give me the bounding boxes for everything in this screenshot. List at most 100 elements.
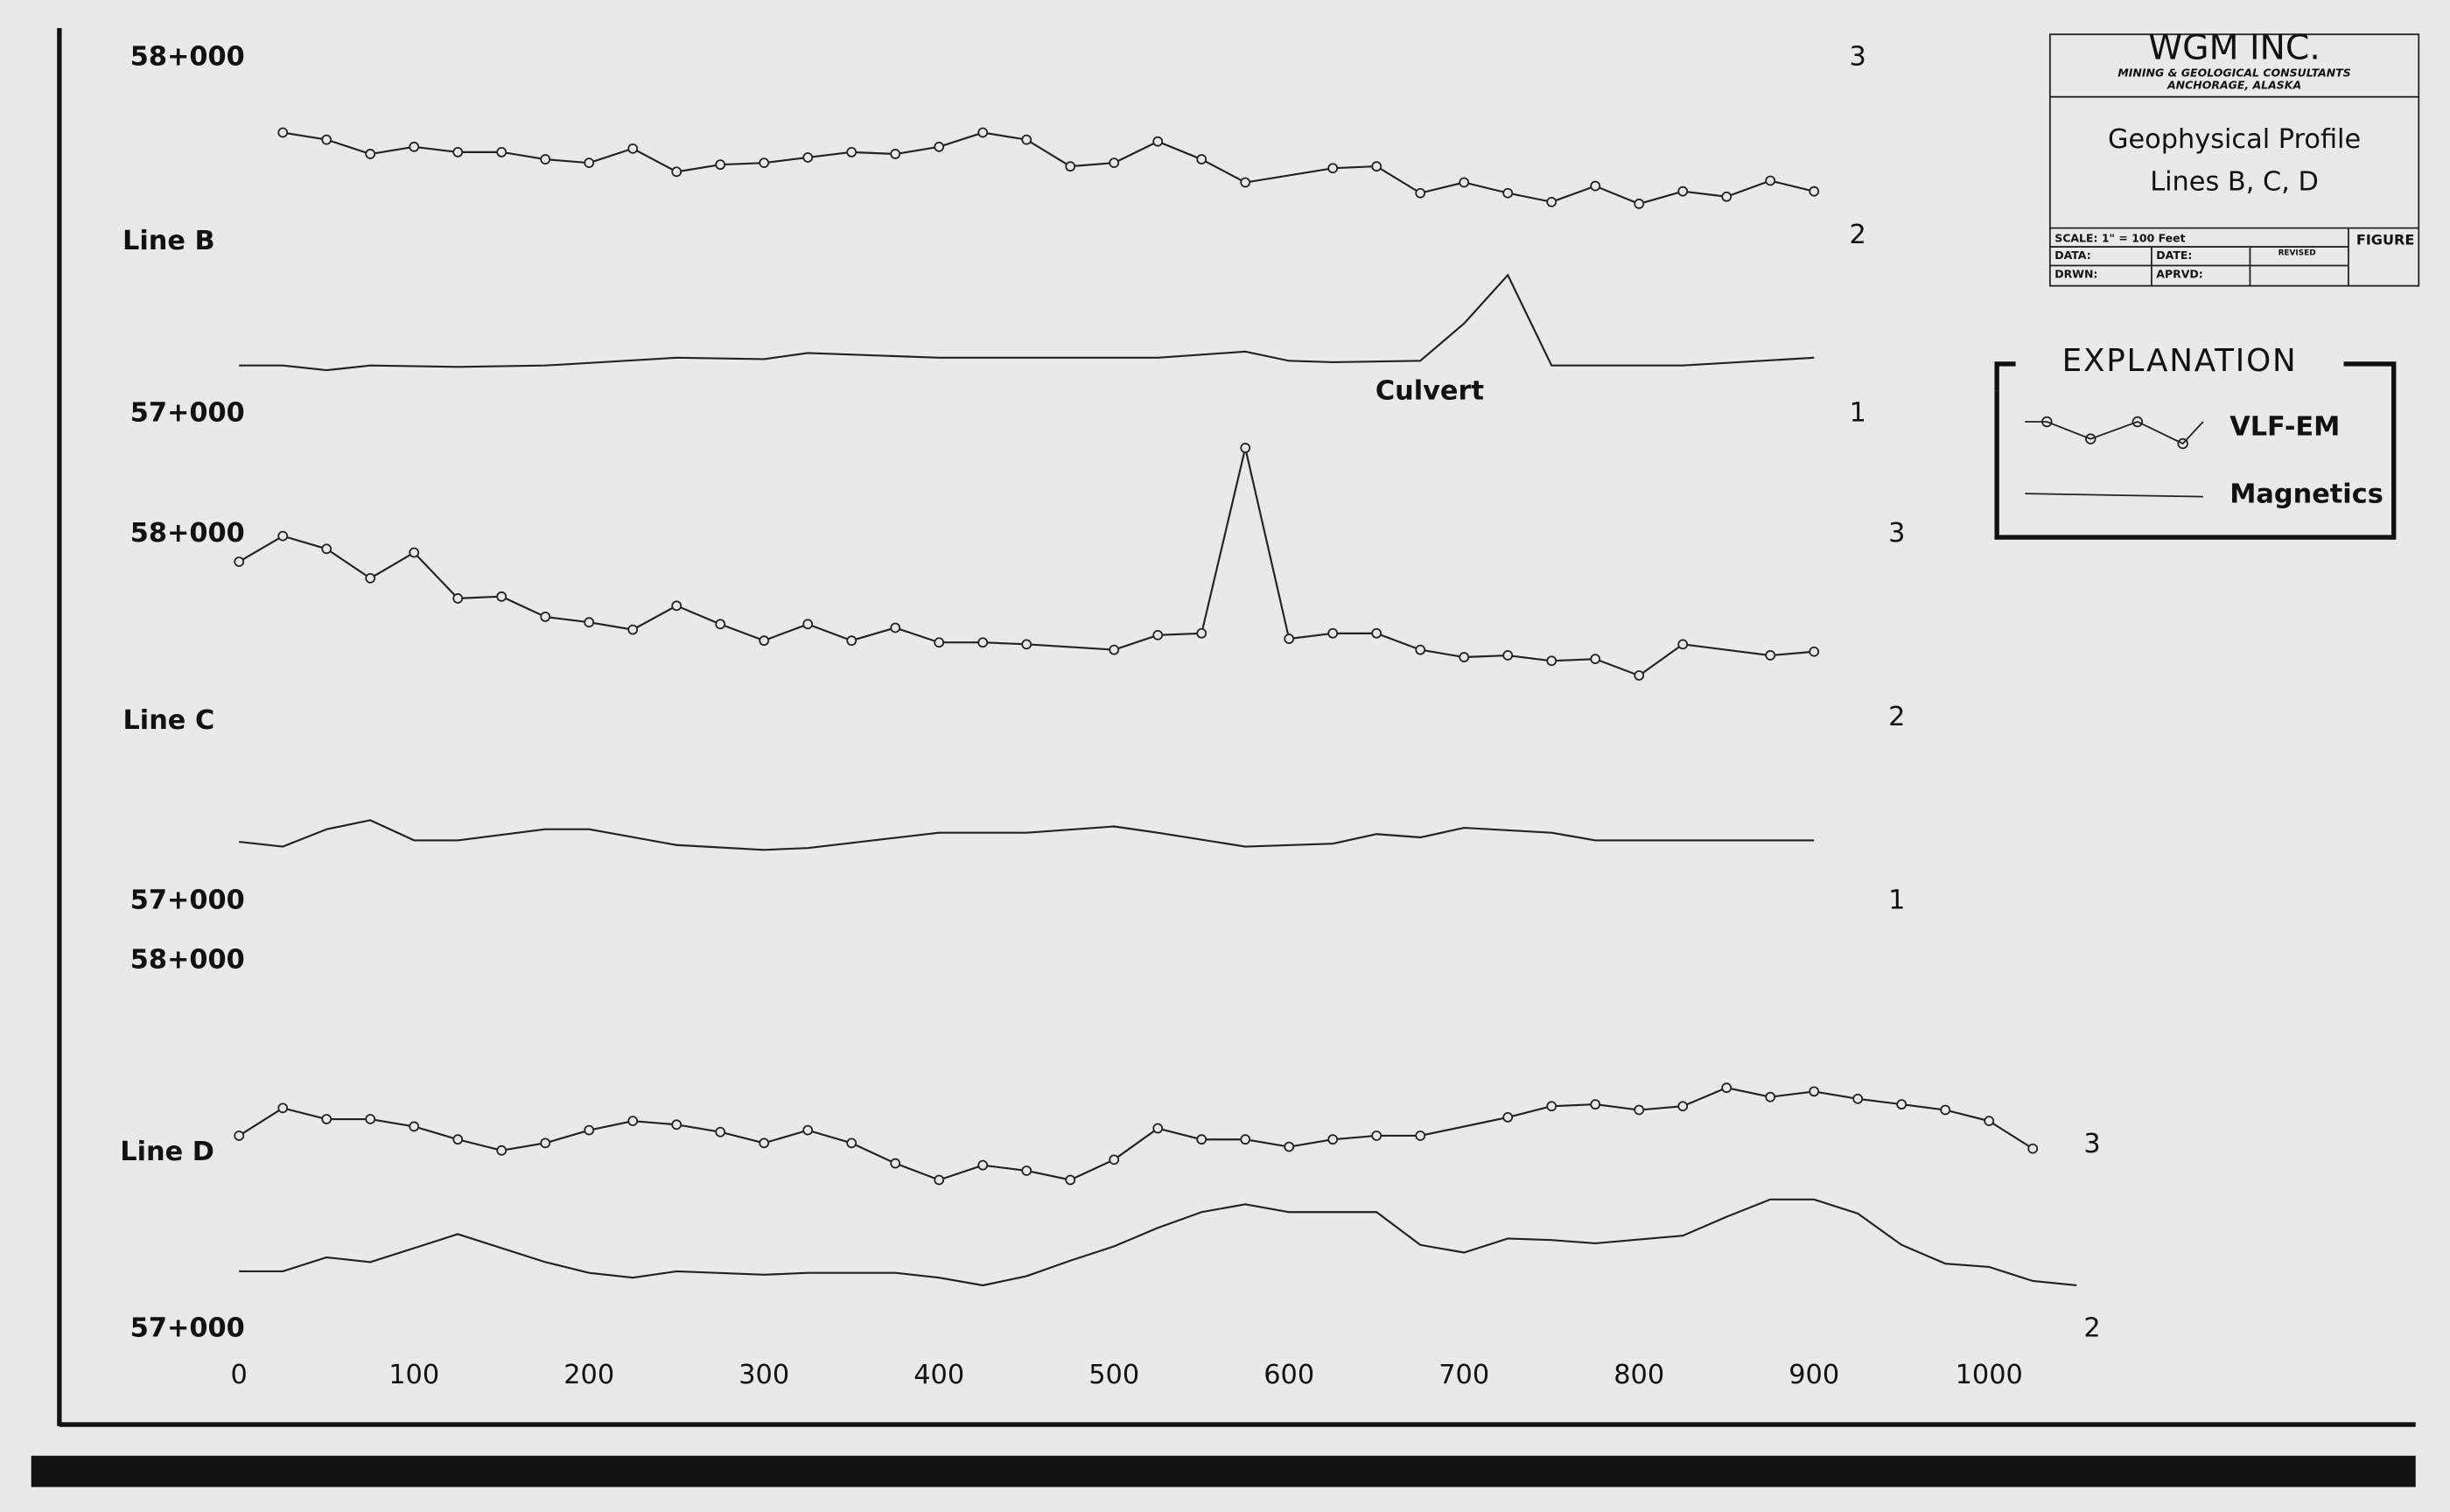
data-point <box>1765 175 1776 186</box>
x-tick-label: 900 <box>1788 1360 1839 1390</box>
data-point <box>977 1159 989 1171</box>
data-point <box>409 547 420 558</box>
legend-marker <box>2132 416 2144 428</box>
data-point <box>1940 1104 1951 1116</box>
data-point <box>759 158 770 169</box>
x-tick-label: 600 <box>1264 1360 1314 1390</box>
y-tick-label: 58+000 <box>130 944 245 975</box>
data-point <box>277 127 289 138</box>
data-point <box>802 1124 814 1136</box>
data-point <box>1590 654 1601 665</box>
panel-title: Line C <box>122 705 214 736</box>
data-point <box>1765 1091 1776 1102</box>
y2-tick-label: 2 <box>1888 702 1905 732</box>
title-block-frame <box>2048 33 2420 287</box>
data-point <box>1809 186 1820 197</box>
data-point <box>1284 1141 1295 1152</box>
data-point <box>1502 1112 1514 1123</box>
y2-tick-label: 3 <box>1888 518 1905 549</box>
data-point <box>715 159 726 171</box>
y-tick-label: 58+000 <box>130 42 245 73</box>
data-point <box>1109 644 1120 655</box>
panel-title: Line D <box>120 1137 214 1167</box>
data-point <box>1065 1174 1076 1186</box>
data-point <box>671 1119 682 1130</box>
approved-label: APRVD: <box>2156 268 2202 281</box>
data-point <box>1590 1099 1601 1110</box>
data-point <box>1109 158 1120 169</box>
data-point <box>1109 1154 1120 1166</box>
x-tick-label: 0 <box>231 1360 248 1390</box>
data-point <box>1240 443 1251 453</box>
data-label: DATA: <box>2054 248 2091 262</box>
data-point <box>934 1174 945 1186</box>
x-tick-label: 500 <box>1088 1360 1139 1390</box>
data-point <box>1984 1116 1995 1127</box>
data-point <box>715 1126 726 1138</box>
y-tick-label: 57+000 <box>130 398 245 429</box>
series-line <box>239 819 1815 851</box>
data-point <box>890 622 901 634</box>
data-point <box>496 147 508 158</box>
revised-label: REVISED <box>2278 249 2316 258</box>
data-point <box>1021 639 1032 650</box>
panel-title: Line B <box>122 226 215 256</box>
data-point <box>452 593 464 604</box>
y-tick-label: 57+000 <box>130 1313 245 1344</box>
legend-marker <box>2085 433 2096 444</box>
bottom-bar <box>31 1455 2416 1488</box>
data-point <box>671 166 682 178</box>
scale-label: SCALE: 1" = 100 Feet <box>2054 232 2185 245</box>
data-point <box>1546 655 1558 667</box>
data-point <box>1240 1134 1251 1145</box>
data-point <box>759 1138 770 1149</box>
data-point <box>846 147 858 158</box>
y2-tick-label: 2 <box>2083 1313 2100 1344</box>
data-point <box>1721 191 1732 202</box>
data-point <box>1415 1130 1426 1141</box>
data-point <box>1240 177 1251 188</box>
data-point <box>1502 650 1514 661</box>
data-point <box>1459 177 1470 188</box>
data-point <box>584 617 595 628</box>
y-tick-label: 58+000 <box>130 518 245 549</box>
series-line <box>239 1198 2077 1287</box>
x-tick-label: 400 <box>914 1360 964 1390</box>
figure-label: FIGURE <box>2356 231 2414 248</box>
y2-tick-label: 3 <box>2083 1129 2100 1159</box>
data-point <box>1634 670 1645 681</box>
data-point <box>1415 644 1426 655</box>
x-tick-label: 200 <box>564 1360 614 1390</box>
data-point <box>671 600 682 612</box>
data-point <box>1371 627 1382 639</box>
title-block <box>2048 33 2420 287</box>
data-point <box>234 556 245 567</box>
data-point <box>627 143 639 154</box>
data-point <box>759 635 770 647</box>
data-point <box>1284 634 1295 644</box>
legend-marker <box>2177 438 2188 450</box>
data-point <box>1327 1134 1339 1145</box>
data-point <box>977 127 989 138</box>
data-point <box>890 1158 901 1169</box>
data-point <box>321 543 332 555</box>
company-subtitle: MINING & GEOLOGICAL CONSULTANTS <box>2118 66 2350 79</box>
data-point <box>846 1138 858 1149</box>
legend-line <box>2025 493 2203 498</box>
data-point <box>452 147 464 158</box>
data-point <box>627 624 639 635</box>
data-point <box>1634 1104 1645 1116</box>
figure-title-2: Lines B, C, D <box>2150 166 2319 197</box>
data-point <box>1415 187 1426 199</box>
data-point <box>846 635 858 647</box>
data-point <box>2027 1143 2039 1154</box>
date-label: DATE: <box>2156 248 2192 262</box>
y2-tick-label: 1 <box>1888 886 1905 916</box>
data-point <box>1021 134 1032 145</box>
data-point <box>1765 650 1776 661</box>
data-point <box>277 1102 289 1114</box>
data-point <box>934 141 945 152</box>
x-tick-label: 100 <box>388 1360 439 1390</box>
